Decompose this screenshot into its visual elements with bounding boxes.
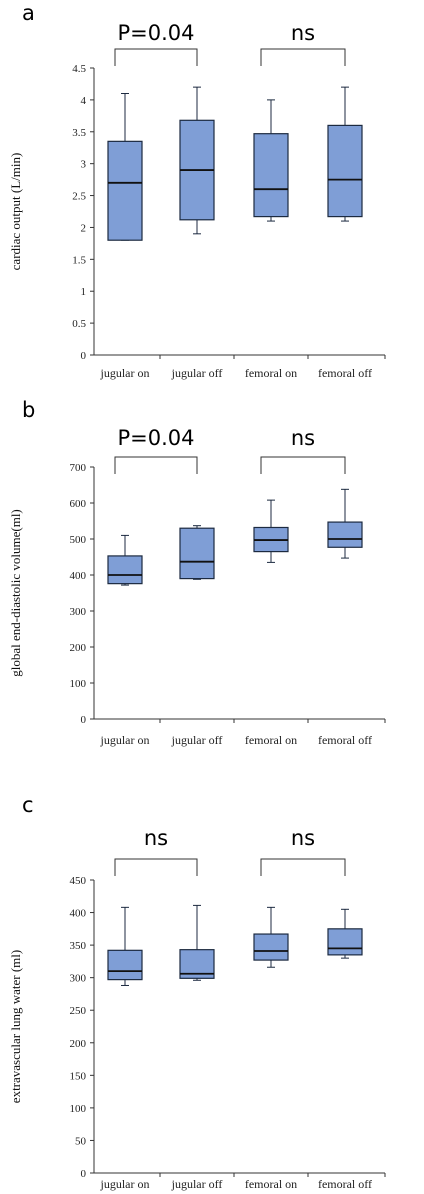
y-tick-label: 4 xyxy=(81,95,87,107)
y-tick-label: 400 xyxy=(70,908,87,920)
y-tick-label: 200 xyxy=(70,1038,87,1050)
x-category-label: jugular off xyxy=(171,366,223,380)
box-iqr xyxy=(107,140,143,241)
y-tick-label: 700 xyxy=(70,462,87,474)
significance-bracket xyxy=(260,456,346,474)
significance-bracket xyxy=(114,48,198,66)
x-category-label: jugular on xyxy=(100,1177,150,1191)
y-tick-label: 100 xyxy=(70,678,87,690)
y-tick-label: 450 xyxy=(70,875,87,887)
panel-label: c xyxy=(22,793,34,817)
y-tick-label: 2.5 xyxy=(72,191,86,203)
y-tick-label: 300 xyxy=(70,973,87,985)
y-tick-label: 4.5 xyxy=(72,63,86,75)
y-tick-label: 100 xyxy=(70,1103,87,1115)
chart-panel-a: a 0 0.5 1 1.5 2 2.5 3 3.5 4 4.5 cardiac output (L/m… xyxy=(0,0,424,395)
box-iqr xyxy=(327,124,363,218)
x-category-label: femoral off xyxy=(318,366,372,380)
x-category-label: femoral off xyxy=(318,733,372,747)
y-tick-label: 150 xyxy=(70,1070,87,1082)
y-tick-label: 3.5 xyxy=(72,127,86,139)
chart-svg-b: b 0 100 200 300 400 500 600 700 global end-diasto… xyxy=(8,398,386,747)
y-tick-label: 0.5 xyxy=(72,318,86,330)
x-category-label: jugular on xyxy=(100,733,150,747)
x-category-label: femoral on xyxy=(245,366,297,380)
box-iqr xyxy=(107,555,143,585)
significance-label: P=0.04 xyxy=(117,21,194,45)
y-tick-label: 200 xyxy=(70,642,87,654)
y-axis-title: cardiac output (L/min) xyxy=(8,153,23,271)
box-iqr xyxy=(253,133,289,218)
y-tick-label: 600 xyxy=(70,498,87,510)
box-iqr xyxy=(107,949,143,981)
x-category-label: jugular on xyxy=(100,366,150,380)
y-tick-label: 250 xyxy=(70,1005,87,1017)
y-tick-label: 1 xyxy=(81,286,87,298)
y-tick-label: 2 xyxy=(81,222,87,234)
y-axis-title: extravascular lung water (ml) xyxy=(8,950,23,1103)
significance-label: ns xyxy=(144,826,168,850)
box-iqr xyxy=(327,928,363,956)
x-category-label: jugular off xyxy=(171,733,223,747)
x-category-label: femoral off xyxy=(318,1177,372,1191)
y-tick-label: 0 xyxy=(81,350,87,362)
box-iqr xyxy=(253,933,289,961)
significance-label: ns xyxy=(291,426,315,450)
chart-svg-c: c 0 50 100 150 200 250 300 350 400 450 extravascula… xyxy=(8,793,386,1191)
y-tick-label: 3 xyxy=(81,159,87,171)
y-axis-title: global end-diastolic volume(ml) xyxy=(8,509,23,677)
panel-label: a xyxy=(22,1,35,25)
box-iqr xyxy=(327,521,363,548)
x-category-label: femoral on xyxy=(245,733,297,747)
significance-label: P=0.04 xyxy=(117,426,194,450)
chart-panel-c: c 0 50 100 150 200 250 300 350 400 450 extravascula… xyxy=(0,790,424,1194)
panel-label: b xyxy=(22,398,35,422)
significance-label: ns xyxy=(291,826,315,850)
y-tick-label: 300 xyxy=(70,606,87,618)
x-category-label: femoral on xyxy=(245,1177,297,1191)
significance-bracket xyxy=(114,456,198,474)
box-iqr xyxy=(179,527,215,580)
significance-label: ns xyxy=(291,21,315,45)
x-category-label: jugular off xyxy=(171,1177,223,1191)
chart-svg-a: a 0 0.5 1 1.5 2 2.5 3 3.5 4 4.5 cardiac output (L/m… xyxy=(8,1,386,380)
chart-panel-b: b 0 100 200 300 400 500 600 700 global end-diasto… xyxy=(0,395,424,790)
y-tick-label: 0 xyxy=(81,714,87,726)
y-tick-label: 0 xyxy=(81,1168,87,1180)
significance-bracket xyxy=(260,858,346,876)
y-tick-label: 400 xyxy=(70,570,87,582)
y-tick-label: 350 xyxy=(70,940,87,952)
significance-bracket xyxy=(114,858,198,876)
y-tick-label: 500 xyxy=(70,534,87,546)
significance-bracket xyxy=(260,48,346,66)
y-tick-label: 50 xyxy=(75,1135,87,1147)
y-tick-label: 1.5 xyxy=(72,254,86,266)
